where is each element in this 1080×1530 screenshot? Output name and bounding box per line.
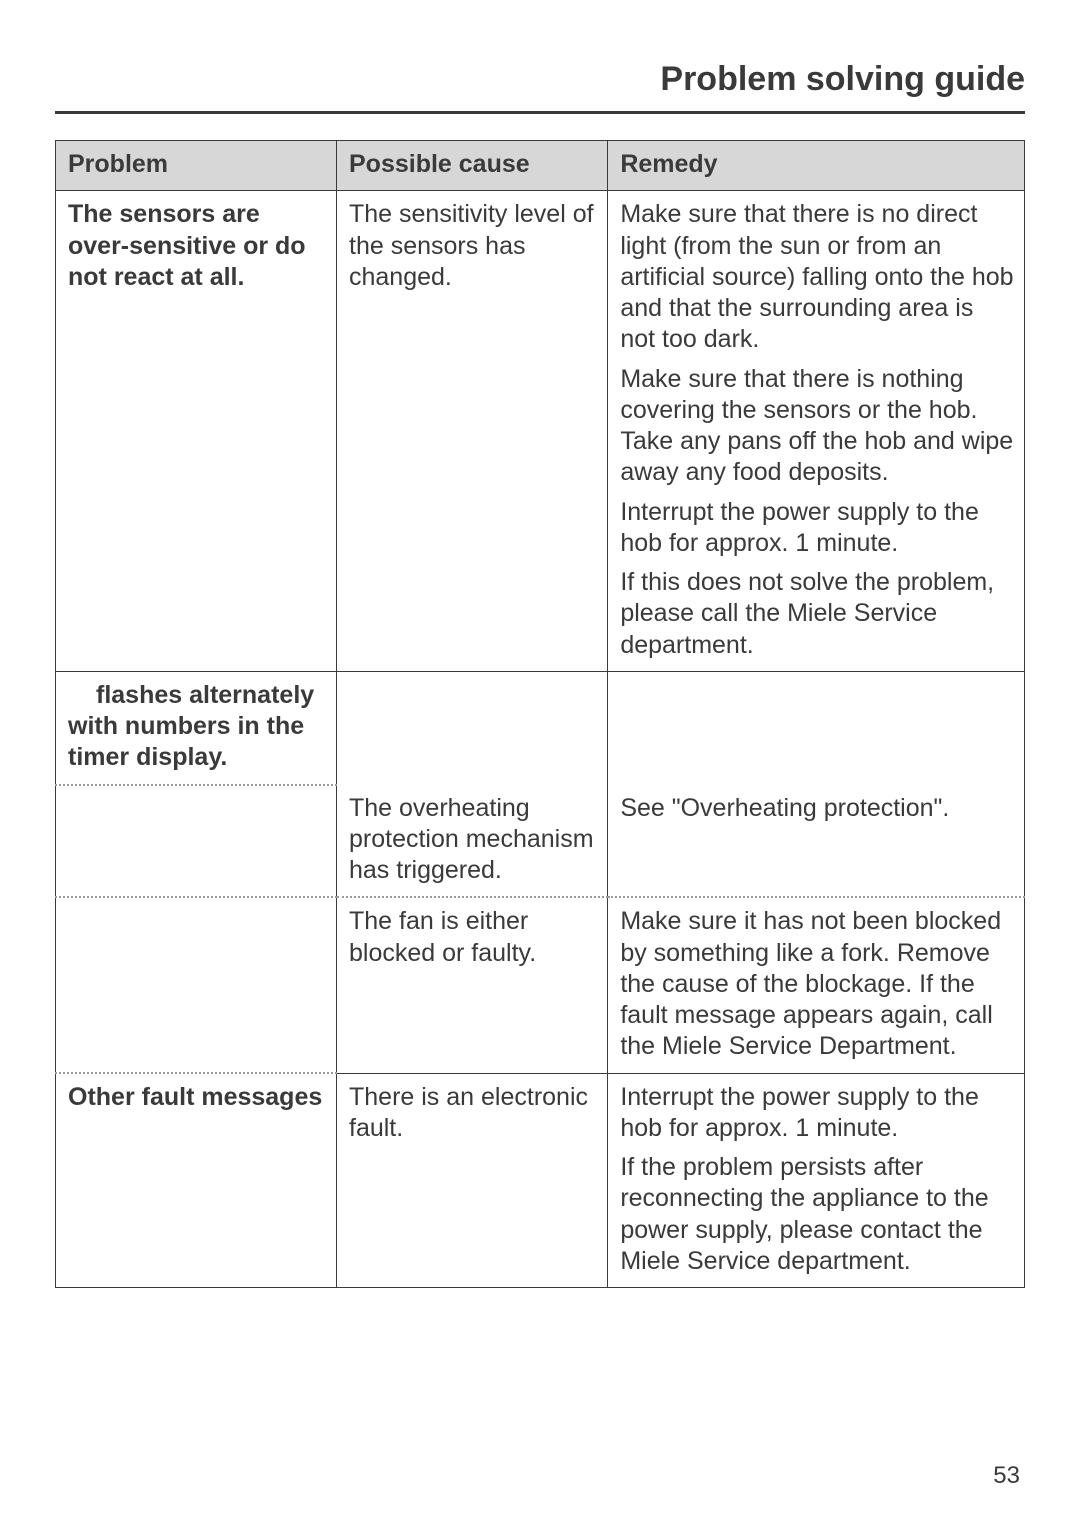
cell-cause: The sensitivity level of the sensors has… (337, 191, 608, 672)
col-header-cause: Possible cause (337, 141, 608, 191)
cell-problem: flashes alternately with numbers in the … (56, 671, 337, 784)
table-row: The overheating protection mechanism has… (56, 785, 1025, 898)
remedy-paragraph: Make sure it has not been blocked by som… (620, 906, 1014, 1062)
page-title: Problem solving guide (55, 60, 1025, 114)
remedy-paragraph: If the problem persists after reconnecti… (620, 1152, 1014, 1277)
cell-remedy: See "Overheating protection". (608, 785, 1025, 898)
table-row: The sensors are over-sensitive or do not… (56, 191, 1025, 672)
cell-cause (337, 671, 608, 784)
cell-cause: There is an electronic fault. (337, 1073, 608, 1288)
problem-indent-first: flashes alternately with numbers in the … (68, 681, 314, 772)
remedy-paragraph: See "Overheating protection". (620, 793, 1014, 824)
remedy-paragraph: Make sure that there is no direct light … (620, 199, 1014, 355)
cell-remedy: Make sure that there is no direct light … (608, 191, 1025, 672)
table-row: Other fault messages There is an electro… (56, 1073, 1025, 1288)
troubleshooting-table: Problem Possible cause Remedy The sensor… (55, 140, 1025, 1288)
cell-cause: The fan is either blocked or faulty. (337, 897, 608, 1073)
table-row: flashes alternately with numbers in the … (56, 671, 1025, 784)
cell-remedy (608, 671, 1025, 784)
page-number: 53 (993, 1462, 1020, 1490)
table-row: The fan is either blocked or faulty. Mak… (56, 897, 1025, 1073)
cell-remedy: Interrupt the power supply to the hob fo… (608, 1073, 1025, 1288)
col-header-problem: Problem (56, 141, 337, 191)
manual-page: Problem solving guide Problem Possible c… (0, 0, 1080, 1288)
cell-problem: The sensors are over-sensitive or do not… (56, 191, 337, 672)
remedy-paragraph: Interrupt the power supply to the hob fo… (620, 1082, 1014, 1145)
remedy-paragraph: If this does not solve the problem, plea… (620, 567, 1014, 661)
cell-cause: The overheating protection mechanism has… (337, 785, 608, 898)
cell-problem (56, 785, 337, 898)
cell-problem: Other fault messages (56, 1073, 337, 1288)
cell-remedy: Make sure it has not been blocked by som… (608, 897, 1025, 1073)
table-header-row: Problem Possible cause Remedy (56, 141, 1025, 191)
remedy-paragraph: Make sure that there is nothing covering… (620, 364, 1014, 489)
remedy-paragraph: Interrupt the power supply to the hob fo… (620, 497, 1014, 560)
col-header-remedy: Remedy (608, 141, 1025, 191)
cell-problem (56, 897, 337, 1073)
